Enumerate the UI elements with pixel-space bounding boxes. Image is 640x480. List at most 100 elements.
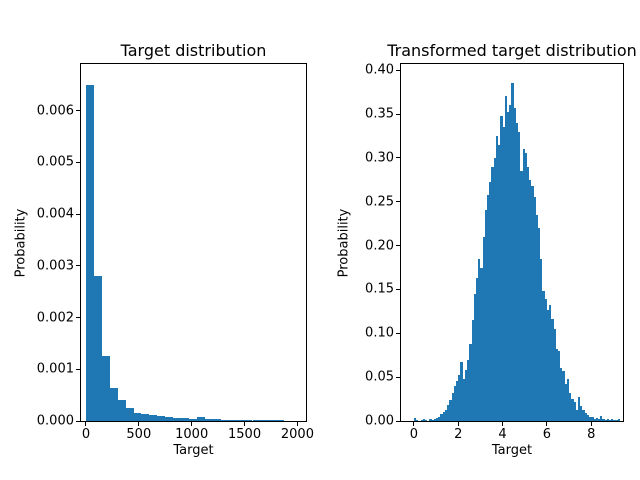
y-tick-label: 0.002 (36, 310, 74, 326)
y-tick-mark (396, 157, 400, 159)
x-tick-label: 0 (81, 427, 91, 442)
histogram-bar (141, 414, 150, 421)
x-tick-label: 0 (409, 427, 418, 442)
histogram-bar (456, 380, 459, 421)
histogram-bar (586, 414, 590, 421)
histogram-bar (546, 309, 550, 421)
histogram-bar (181, 418, 190, 421)
x-tick-label: 1500 (228, 427, 262, 442)
y-tick-label: 0.003 (36, 258, 74, 274)
y-tick-label: 0.15 (365, 281, 394, 297)
x-tick-mark (244, 422, 246, 426)
histogram-bar (593, 419, 596, 421)
histogram-bar (469, 343, 472, 421)
histogram-bar (475, 278, 479, 421)
x-tick-mark (85, 422, 87, 426)
y-tick-mark (396, 332, 400, 334)
histogram-bar (125, 407, 134, 421)
histogram-bar (560, 368, 563, 421)
histogram-bar (575, 409, 578, 421)
axes-box (80, 63, 307, 422)
histogram-bar (93, 276, 102, 421)
histogram-bar (589, 416, 592, 421)
histogram-bar (416, 420, 419, 421)
histogram-bar (482, 236, 485, 421)
y-tick-mark (76, 161, 80, 163)
histogram-bar (149, 415, 158, 421)
histogram-bar (133, 412, 142, 421)
right-histogram-plot: Transformed target distribution Probabil… (337, 41, 637, 458)
y-tick-label: 0.30 (365, 150, 394, 166)
histogram-bar (444, 409, 448, 421)
histogram-bar (580, 406, 583, 421)
histogram-bar (604, 420, 607, 421)
histogram-bar (478, 258, 481, 421)
page-title: Transformed target distribution (387, 41, 637, 60)
y-tick-mark (396, 376, 400, 378)
histogram-bar (611, 419, 614, 421)
x-tick-mark (546, 422, 548, 426)
y-tick-label: 0.006 (36, 103, 74, 119)
x-tick-mark (296, 422, 298, 426)
x-axis-label: Target (491, 443, 533, 458)
histogram-bar (471, 320, 474, 421)
histogram-bar (500, 115, 503, 421)
y-tick-label: 0.35 (365, 106, 394, 122)
histogram-bar (573, 401, 576, 421)
histogram-bar (591, 417, 594, 421)
histogram-bar (493, 157, 496, 421)
histogram-bar (424, 420, 428, 421)
x-tick-mark (590, 422, 592, 426)
histogram-bar (526, 166, 530, 421)
histogram-bar (420, 420, 423, 421)
histogram-bar (473, 293, 476, 421)
x-tick-mark (457, 422, 459, 426)
histogram-bars (81, 64, 306, 421)
y-tick-label: 0.25 (365, 194, 394, 210)
histogram-bar (109, 388, 118, 421)
histogram-bars (401, 64, 623, 421)
histogram-bar (276, 419, 285, 421)
histogram-bar (602, 419, 605, 421)
histogram-bar (498, 144, 501, 421)
histogram-bar (491, 166, 494, 421)
x-tick-label: 2000 (280, 427, 314, 442)
x-tick-mark (502, 422, 504, 426)
histogram-bar (558, 350, 561, 421)
histogram-bar (504, 96, 507, 421)
page-title: Target distribution (120, 41, 267, 60)
histogram-bar (189, 418, 197, 421)
histogram-bar (462, 378, 465, 421)
y-tick-label: 0.05 (365, 369, 394, 385)
histogram-bar (553, 328, 556, 421)
histogram-bar (433, 419, 437, 421)
histogram-bar (117, 400, 126, 421)
histogram-bar (460, 362, 463, 421)
histogram-bar (609, 420, 612, 421)
histogram-bar (529, 179, 532, 421)
histogram-bar (487, 194, 490, 421)
histogram-bar (85, 84, 94, 421)
y-tick-mark (396, 288, 400, 290)
x-tick-mark (138, 422, 140, 426)
histogram-bar (549, 305, 552, 421)
histogram-bar (571, 399, 574, 421)
histogram-bar (252, 419, 261, 421)
histogram-bar (484, 210, 488, 421)
y-axis-label: Probability (336, 208, 352, 277)
histogram-bar (480, 267, 483, 421)
histogram-bar (564, 384, 567, 421)
left-histogram-plot: Target distribution Probability Target 0… (14, 41, 314, 458)
histogram-bar (260, 419, 269, 421)
x-tick-label: 4 (498, 427, 507, 442)
x-tick-mark (191, 422, 193, 426)
histogram-bar (489, 181, 492, 421)
y-tick-label: 0.000 (36, 413, 74, 429)
histogram-bar (464, 370, 468, 421)
histogram-bar (228, 419, 237, 421)
histogram-bar (551, 319, 554, 421)
histogram-bar (595, 418, 598, 421)
histogram-bar (566, 378, 570, 421)
histogram-bar (268, 419, 277, 421)
